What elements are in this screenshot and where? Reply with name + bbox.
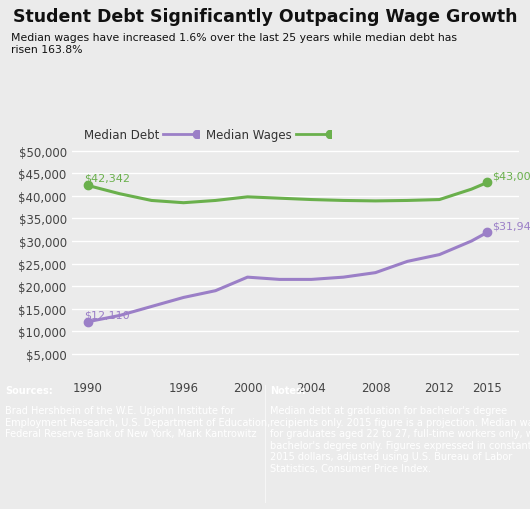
Text: Median Debt: Median Debt xyxy=(84,128,159,142)
Text: Student Debt Significantly Outpacing Wage Growth: Student Debt Significantly Outpacing Wag… xyxy=(13,8,517,25)
Text: $31,941: $31,941 xyxy=(492,220,530,231)
Text: Median Wages: Median Wages xyxy=(206,128,292,142)
Text: Sources:: Sources: xyxy=(5,386,53,395)
Text: Brad Hershbein of the W.E. Upjohn Institute for
Employment Research, U.S. Depart: Brad Hershbein of the W.E. Upjohn Instit… xyxy=(5,405,270,438)
Text: $12,110: $12,110 xyxy=(84,309,130,320)
Text: $42,342: $42,342 xyxy=(84,174,130,183)
Text: Notes:: Notes: xyxy=(270,386,306,395)
Text: Median wages have increased 1.6% over the last 25 years while median debt has
ri: Median wages have increased 1.6% over th… xyxy=(11,33,457,54)
Text: Median debt at graduation for bachelor's degree
recipients only. 2015 figure is : Median debt at graduation for bachelor's… xyxy=(270,405,530,473)
Text: $43,000: $43,000 xyxy=(492,171,530,181)
